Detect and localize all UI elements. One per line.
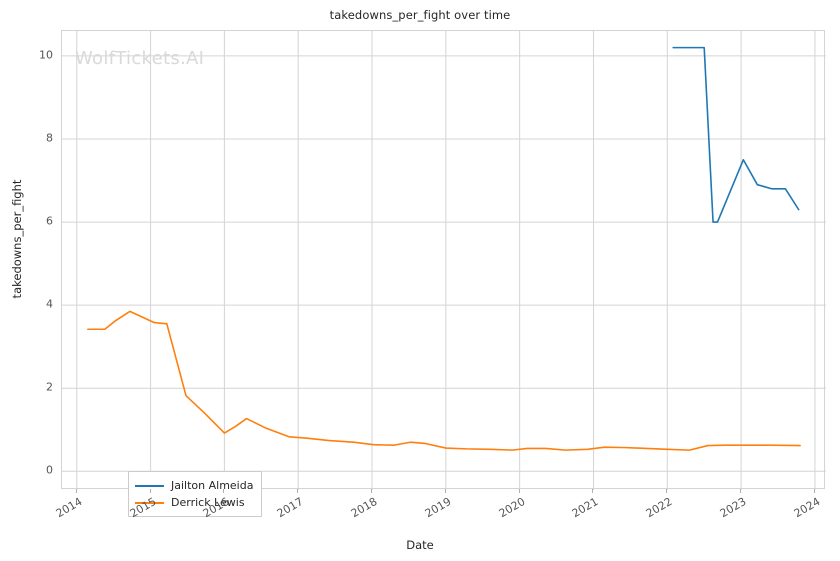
x-tick-label: 2014 [53, 495, 85, 521]
x-tick-label: 2019 [422, 495, 454, 521]
y-tick-label: 0 [46, 463, 53, 477]
chart-legend: Jailton Almeida Derrick Lewis [128, 471, 263, 517]
legend-swatch-derrick-lewis [135, 501, 164, 504]
legend-item-jailton-almeida: Jailton Almeida [135, 477, 253, 494]
x-tick-mark [297, 489, 299, 493]
x-tick-label: 2023 [717, 495, 749, 521]
x-tick-label: 2022 [644, 495, 675, 521]
x-tick-mark [518, 489, 520, 493]
y-tick-label: 2 [46, 380, 53, 394]
chart-title: takedowns_per_fight over time [329, 8, 511, 22]
series-line-jailton-almeida [672, 46, 800, 223]
y-tick-label: 8 [46, 131, 53, 145]
x-tick-label: 2015 [127, 495, 159, 521]
legend-label-derrick-lewis: Derrick Lewis [171, 496, 245, 509]
x-tick-mark [592, 489, 594, 493]
x-tick-mark [223, 489, 225, 493]
x-tick-label: 2017 [274, 495, 306, 521]
y-tick-label: 6 [46, 214, 53, 228]
plot-area: WolfTickets.AI Jailton Almeida Derrick L… [61, 30, 826, 517]
legend-item-derrick-lewis: Derrick Lewis [135, 494, 253, 511]
x-tick-label: 2016 [201, 495, 232, 521]
x-tick-mark [149, 489, 151, 493]
x-tick-mark [666, 489, 668, 493]
y-tick-label: 10 [39, 48, 53, 62]
x-tick-label: 2020 [496, 495, 528, 521]
x-tick-mark [75, 489, 77, 493]
y-axis-ticks: 0 2 4 6 8 10 [0, 0, 53, 561]
x-tick-mark [813, 489, 815, 493]
x-tick-label: 2018 [348, 495, 380, 521]
series-lines [87, 46, 801, 451]
legend-swatch-jailton-almeida [135, 484, 164, 487]
x-tick-label: 2024 [791, 495, 823, 521]
x-tick-mark [371, 489, 373, 493]
x-tick-label: 2021 [570, 495, 601, 521]
x-tick-mark [740, 489, 742, 493]
x-axis-label: Date [406, 538, 434, 552]
legend-label-jailton-almeida: Jailton Almeida [171, 479, 254, 492]
x-tick-mark [444, 489, 446, 493]
plot-canvas [62, 31, 826, 490]
series-line-derrick-lewis [87, 310, 801, 451]
grid-lines [62, 31, 826, 490]
y-tick-label: 4 [46, 297, 53, 311]
